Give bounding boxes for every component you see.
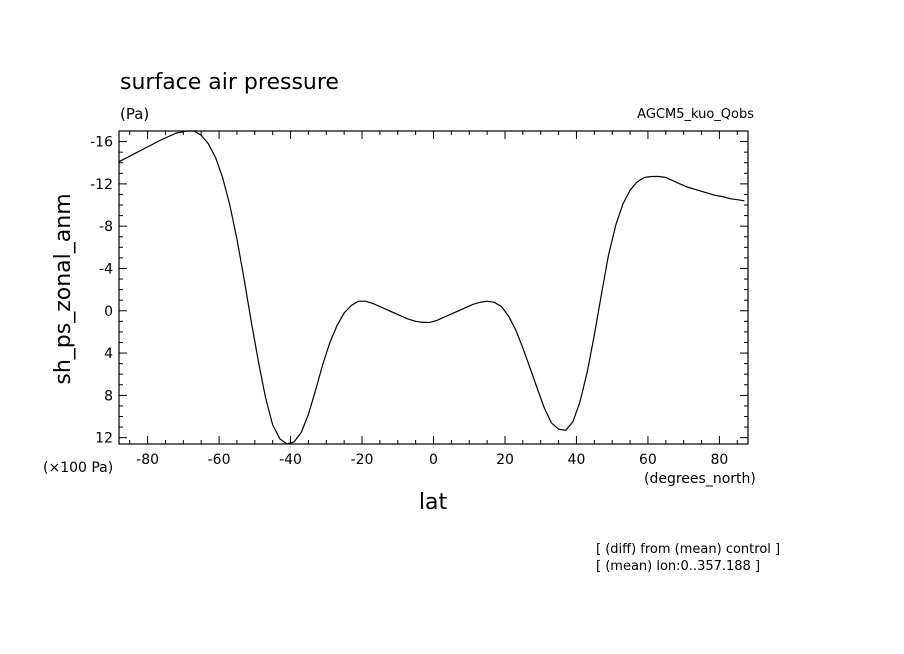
x-axis-label: lat [419,490,448,515]
x-tick-label: 40 [568,452,586,468]
y-tick-label: -8 [99,219,113,235]
y-tick-label: -16 [90,135,113,151]
x-axis-ticks: -80 -60 -40 -20 0 20 40 60 80 [129,131,738,468]
x-tick-label: -80 [136,452,159,468]
x-tick-label: 80 [710,452,728,468]
y-tick-label: 12 [95,431,113,447]
units-label: (Pa) [120,105,149,123]
series-line-0 [118,130,745,445]
dataset-label: AGCM5_kuo_Qobs [637,107,754,122]
y-scale-note: (×100 Pa) [43,460,113,476]
y-tick-label: -4 [99,261,113,277]
x-tick-label: 0 [429,452,438,468]
y-axis-ticks: -16 -12 -8 -4 0 4 8 12 [90,130,748,447]
y-axis-label: sh_ps_zonal_anm [51,193,76,384]
y-tick-label: 4 [104,346,113,362]
y-tick-label: -12 [90,177,113,193]
x-tick-label: 60 [639,452,657,468]
x-tick-label: 20 [496,452,514,468]
plot-frame [118,130,749,445]
footnote-mean: [ (mean) lon:0..357.188 ] [596,559,760,574]
x-units-label: (degrees_north) [644,471,756,487]
x-tick-label: -40 [279,452,302,468]
x-tick-label: -20 [351,452,374,468]
footnote-diff: [ (diff) from (mean) control ] [596,542,780,557]
x-tick-label: -60 [208,452,231,468]
series-layer [118,130,745,445]
chart-title: surface air pressure [120,70,339,95]
y-tick-label: 8 [104,388,113,404]
y-tick-label: 0 [104,304,113,320]
